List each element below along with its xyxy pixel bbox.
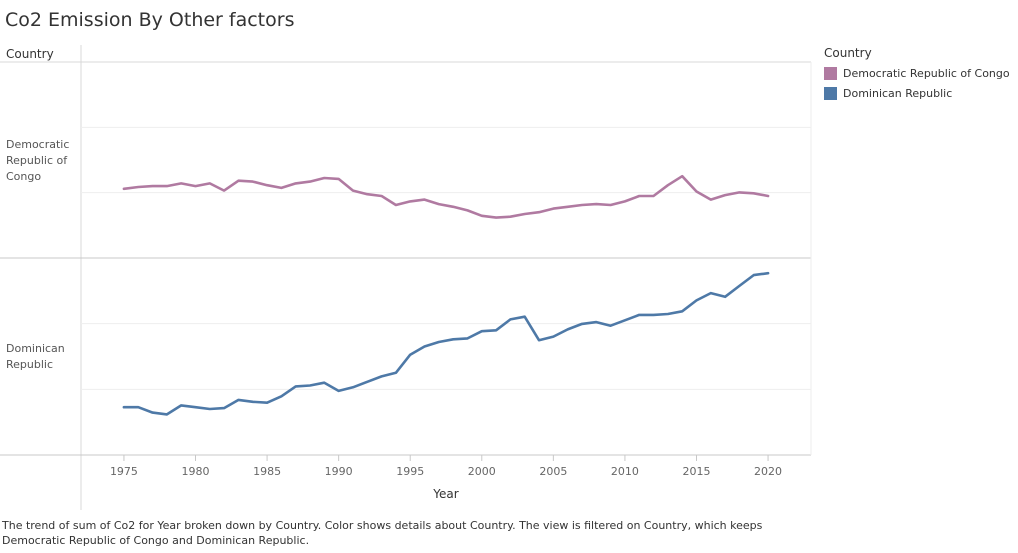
row-label-dominican: Dominican Republic	[6, 341, 76, 373]
x-tick-label: 1980	[182, 465, 210, 478]
row-label-line: Republic	[6, 358, 54, 371]
legend-item-congo[interactable]: Democratic Republic of Congo	[824, 63, 1010, 83]
row-label-line: Dominican	[6, 342, 65, 355]
series-line-congo[interactable]	[122, 174, 770, 219]
x-tick-label: 2020	[754, 465, 782, 478]
legend: Country Democratic Republic of Congo Dom…	[824, 46, 1010, 103]
chart-caption: The trend of sum of Co2 for Year broken …	[2, 519, 763, 547]
x-tick-label: 2000	[468, 465, 496, 478]
chart-title: Co2 Emission By Other factors	[5, 9, 295, 31]
row-label-line: Congo	[6, 170, 42, 183]
x-tick-label: 2015	[682, 465, 710, 478]
x-axis-label: Year	[432, 487, 458, 501]
row-label-line: Democratic	[6, 138, 70, 151]
legend-swatch	[824, 66, 837, 80]
x-tick-label: 1985	[253, 465, 281, 478]
row-label-line: Republic of	[6, 154, 68, 167]
legend-title: Country	[824, 46, 872, 60]
legend-item-dominican[interactable]: Dominican Republic	[824, 83, 1010, 103]
series-line-dominican[interactable]	[122, 271, 770, 416]
legend-label: Democratic Republic of Congo	[843, 66, 1010, 80]
legend-label: Dominican Republic	[843, 86, 953, 100]
x-tick-label: 1995	[396, 465, 424, 478]
x-tick-label: 2010	[611, 465, 639, 478]
x-tick-label: 1975	[110, 465, 138, 478]
row-header: Country	[6, 47, 54, 61]
row-label-congo: Democratic Republic of Congo	[6, 137, 76, 185]
x-tick-label: 2005	[539, 465, 567, 478]
x-tick-label: 1990	[325, 465, 353, 478]
legend-swatch	[824, 86, 837, 100]
